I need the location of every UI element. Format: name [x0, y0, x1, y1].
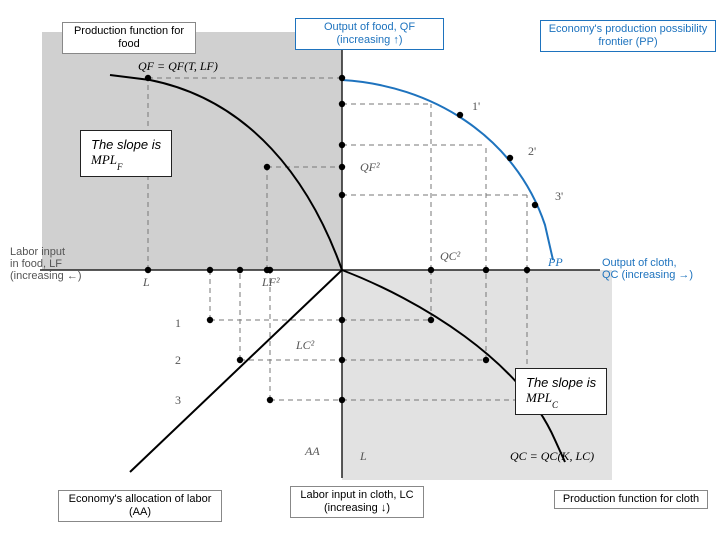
svg-text:QF = QF(T, LF): QF = QF(T, LF): [138, 59, 218, 73]
svg-text:QF²: QF²: [360, 160, 380, 174]
label-ppf: Economy's production possibility frontie…: [540, 20, 716, 52]
axis-label-lf: Labor input in food, LF (increasing ←): [10, 246, 82, 282]
svg-text:3: 3: [175, 393, 181, 407]
callout-mplc: The slope is MPLC: [515, 368, 607, 415]
label-lc-axis: Labor input in cloth, LC (increasing ↓): [290, 486, 424, 518]
svg-text:2': 2': [528, 144, 536, 158]
callout-mplf-line1: The slope is: [91, 137, 161, 152]
label-qf-axis: Output of food, QF (increasing ↑): [295, 18, 444, 50]
callout-mplc-mpl: MPLC: [526, 390, 558, 405]
svg-text:2: 2: [175, 353, 181, 367]
svg-text:AA: AA: [304, 444, 320, 458]
svg-text:LC²: LC²: [295, 338, 315, 352]
axis-label-qc: Output of cloth, QC (increasing →): [602, 257, 693, 281]
svg-text:1: 1: [175, 316, 181, 330]
svg-text:QC²: QC²: [440, 249, 461, 263]
label-pf-cloth: Production function for cloth: [554, 490, 708, 509]
svg-text:1': 1': [472, 99, 480, 113]
label-alloc: Economy's allocation of labor (AA): [58, 490, 222, 522]
label-pf-food: Production function for food: [62, 22, 196, 54]
callout-mplf-mpl: MPLF: [91, 152, 123, 167]
callout-mplf: The slope is MPLF: [80, 130, 172, 177]
svg-text:3': 3': [555, 189, 563, 203]
svg-text:QC = QC(K, LC): QC = QC(K, LC): [510, 449, 594, 463]
svg-text:PP: PP: [547, 255, 563, 269]
svg-text:LF²: LF²: [261, 275, 280, 289]
callout-mplc-line1: The slope is: [526, 375, 596, 390]
svg-text:L: L: [359, 449, 367, 463]
svg-text:L: L: [142, 275, 150, 289]
